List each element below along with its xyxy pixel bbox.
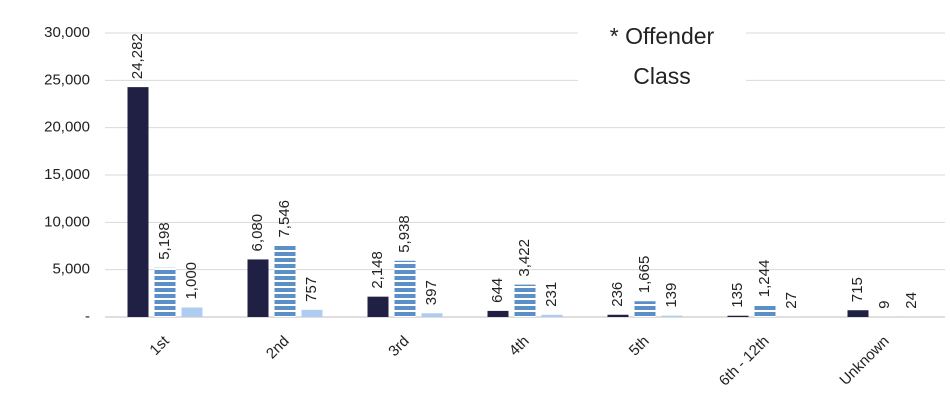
value-label: 1,244 [756,260,773,298]
y-tick-label: 15,000 [44,166,90,183]
value-label: 5,938 [396,215,413,253]
annotation: Class [633,63,691,89]
y-tick-label: 5,000 [52,261,90,278]
bar [514,284,536,317]
annotation-box [578,14,746,102]
value-label: 1,665 [636,256,653,294]
bar [127,87,149,317]
bar [754,305,776,317]
value-label: 2,148 [369,251,386,289]
bar [154,267,176,317]
value-label: 715 [849,277,866,302]
x-tick-label: 5th [626,333,653,360]
value-label: 3,422 [516,239,533,277]
bar [634,301,656,317]
value-label: 644 [489,278,506,303]
value-label: 397 [423,280,440,305]
value-label: 236 [609,282,626,307]
x-tick-label: 3rd [385,333,412,360]
value-label: 231 [543,282,560,307]
value-label: 7,546 [276,200,293,238]
annotation: * Offender [610,23,715,49]
value-label: 24,282 [129,33,146,79]
value-label: 9 [876,301,893,309]
value-label: 757 [303,277,320,302]
bar [847,310,869,317]
y-tick-label: 20,000 [44,119,90,136]
bar [661,315,683,317]
x-tick-label: Unknown [836,333,892,389]
x-tick-label: 1st [146,332,173,359]
bar [727,315,749,317]
bar [394,260,416,317]
bar [367,296,389,317]
value-label: 139 [663,283,680,308]
x-tick-label: 2nd [263,333,293,363]
bar [421,313,443,317]
value-label: 24 [903,292,920,309]
y-tick-label: 25,000 [44,71,90,88]
x-tick-label: 6th - 12th [716,333,773,390]
value-label: 27 [783,292,800,309]
y-tick-label: - [85,308,90,325]
bar [247,259,269,317]
y-tick-label: 30,000 [44,24,90,41]
value-label: 1,000 [183,262,200,300]
bar [607,314,629,317]
value-label: 5,198 [156,222,173,260]
y-tick-label: 10,000 [44,213,90,230]
bar [274,245,296,317]
value-label: 6,080 [249,214,266,252]
value-label: 135 [729,283,746,308]
bar [181,307,203,317]
bar [487,310,509,317]
bar [301,309,323,317]
bar [541,314,563,317]
x-tick-label: 4th [506,333,533,360]
